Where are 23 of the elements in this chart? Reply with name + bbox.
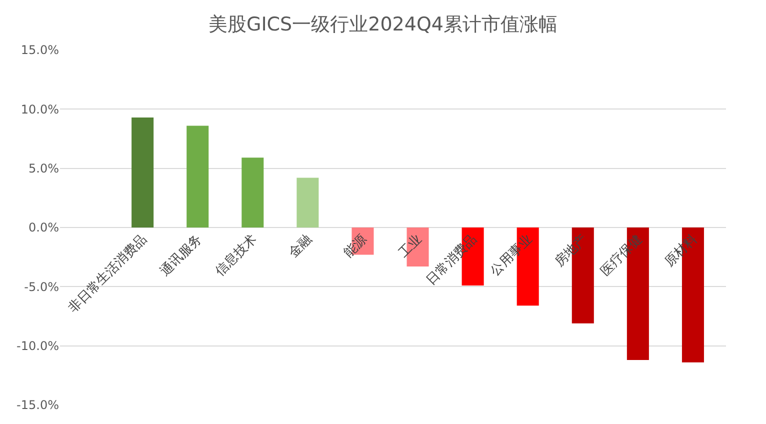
y-tick-label: 15.0% xyxy=(20,43,59,58)
x-tick-label: 工业 xyxy=(396,232,426,261)
bar xyxy=(186,126,209,228)
chart-title: 美股GICS一级行业2024Q4累计市值涨幅 xyxy=(208,13,558,36)
bar xyxy=(296,178,319,228)
y-tick-label: 0.0% xyxy=(28,220,59,235)
x-tick-label: 信息技术 xyxy=(212,232,260,280)
x-tick-label: 原材料 xyxy=(662,232,700,270)
x-tick-label: 通讯服务 xyxy=(158,232,206,280)
x-tick-label: 非日常生活消费品 xyxy=(66,232,150,316)
x-tick-label: 房地产 xyxy=(551,231,590,270)
bar xyxy=(242,158,264,228)
y-tick-label: 10.0% xyxy=(20,102,59,116)
bar xyxy=(132,117,154,228)
y-tick-label: -5.0% xyxy=(24,280,59,294)
x-tick-label: 医疗保健 xyxy=(598,232,646,280)
x-tick-label: 金融 xyxy=(286,232,316,261)
x-tick-label: 能源 xyxy=(341,232,370,261)
y-tick-label: -15.0% xyxy=(16,398,59,412)
y-tick-label: 5.0% xyxy=(28,162,59,176)
x-tick-label: 公用事业 xyxy=(488,232,536,280)
y-tick-label: -10.0% xyxy=(16,339,59,354)
x-tick-label: 日常消费品 xyxy=(424,232,480,288)
